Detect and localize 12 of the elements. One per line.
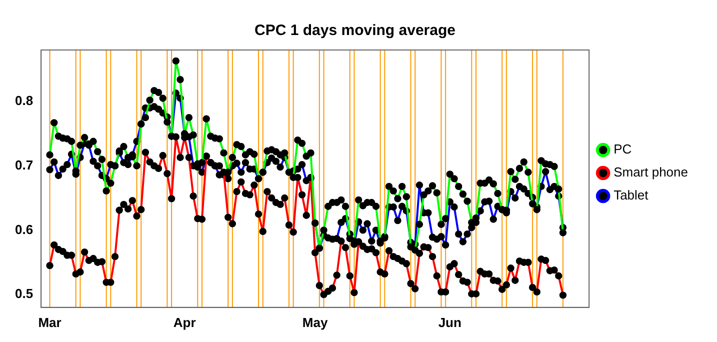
x-tick-label: Mar — [38, 314, 62, 330]
chart-title: CPC 1 days moving average — [254, 22, 456, 40]
y-tick-label: 0.7 — [14, 157, 34, 172]
legend-label: Smart phone — [614, 164, 688, 180]
x-tick-label: May — [302, 314, 328, 330]
x-tick-label: Jun — [438, 314, 462, 330]
y-tick-label: 0.5 — [14, 286, 34, 302]
legend-label: PC — [614, 142, 632, 157]
legend-label: Tablet — [614, 188, 649, 203]
y-tick-label: 0.8 — [14, 93, 34, 108]
y-tick-label: 0.6 — [14, 222, 34, 237]
x-tick-label: Apr — [173, 314, 196, 330]
